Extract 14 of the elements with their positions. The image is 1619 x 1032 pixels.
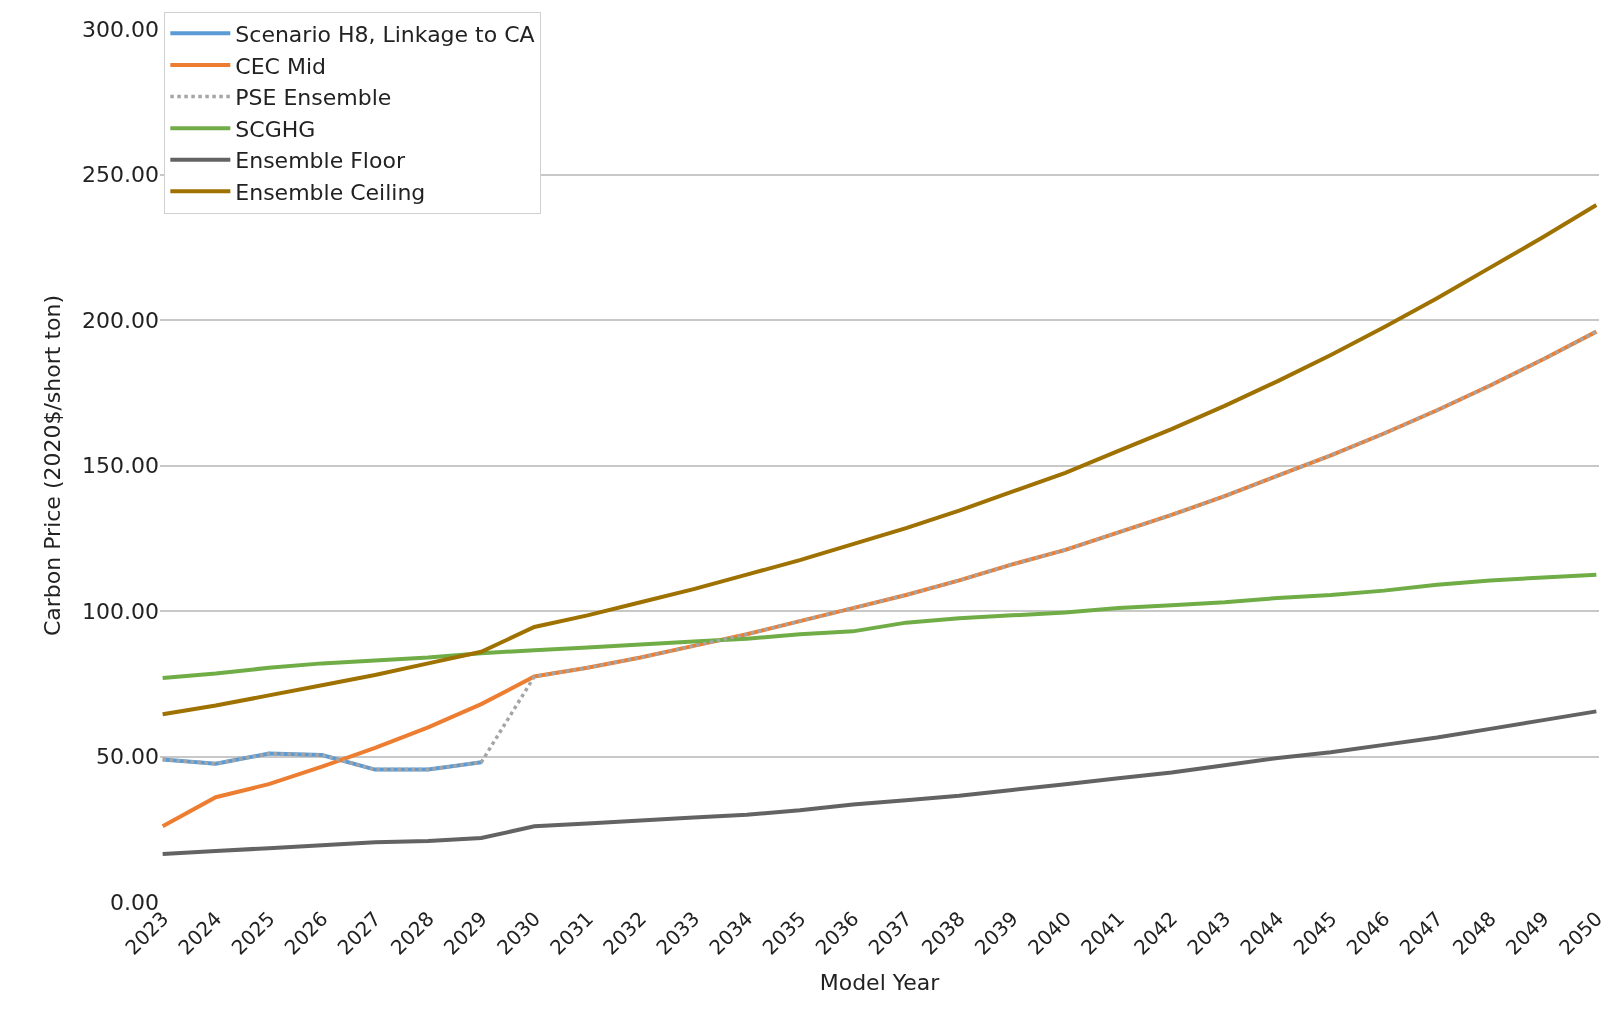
legend-label: PSE Ensemble — [235, 85, 392, 111]
y-tick-label: 100.00 — [82, 598, 159, 624]
y-tick-label: 250.00 — [82, 162, 159, 188]
legend-label: Scenario H8, Linkage to CA — [235, 21, 535, 47]
y-tick-label: 150.00 — [82, 453, 159, 479]
legend-label: Ensemble Floor — [235, 148, 406, 174]
y-tick-label: 200.00 — [82, 307, 159, 333]
legend-label: CEC Mid — [235, 53, 326, 79]
legend-label: Ensemble Ceiling — [235, 179, 426, 205]
y-axis-title: Carbon Price (2020$/short ton) — [39, 294, 65, 637]
x-axis-title: Model Year — [819, 969, 941, 995]
y-tick-label: 300.00 — [82, 16, 159, 42]
y-tick-label: 50.00 — [96, 744, 159, 770]
legend-label: SCGHG — [235, 116, 316, 142]
